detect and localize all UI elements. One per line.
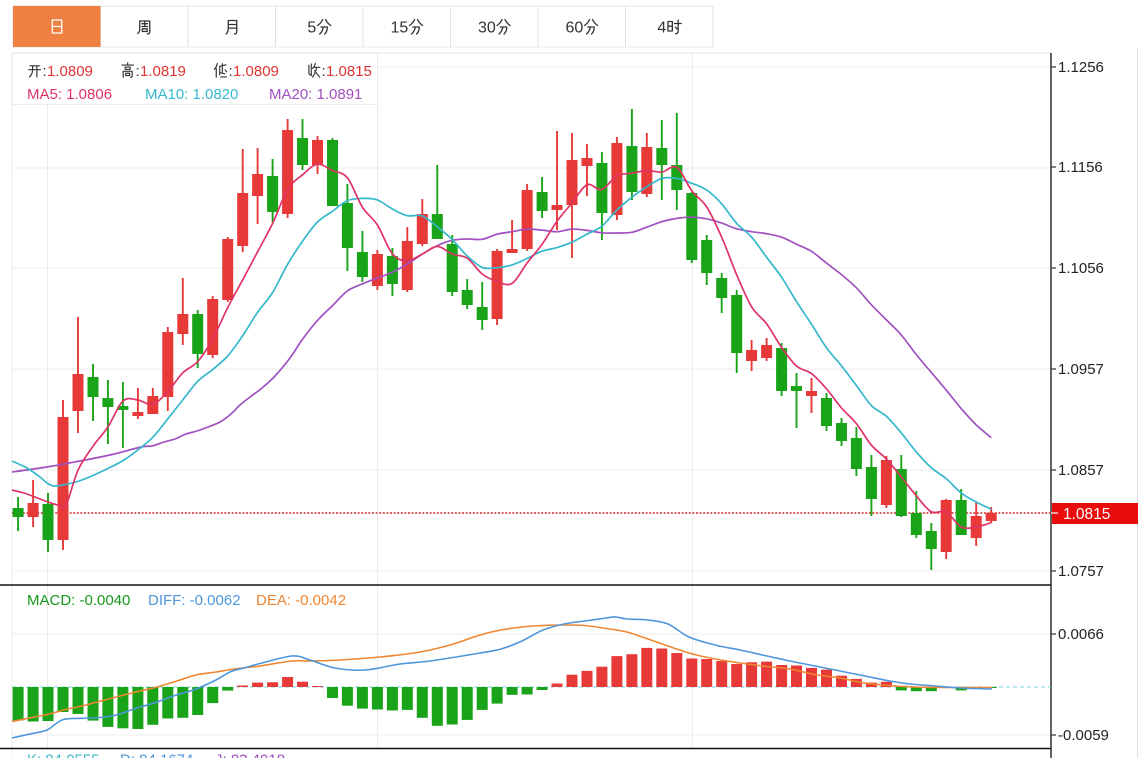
svg-text:MA10: 1.0820: MA10: 1.0820 <box>145 86 238 103</box>
svg-text:1.0809: 1.0809 <box>47 63 93 80</box>
svg-text:MA20: 1.0891: MA20: 1.0891 <box>269 86 362 103</box>
svg-text:1.0757: 1.0757 <box>1058 563 1104 580</box>
svg-text:D: 84.1674: D: 84.1674 <box>120 752 193 759</box>
svg-text:0.0066: 0.0066 <box>1058 626 1104 643</box>
svg-text:1.0809: 1.0809 <box>233 63 279 80</box>
svg-text:K: 84.0555: K: 84.0555 <box>27 752 100 759</box>
svg-text::: : <box>229 63 233 80</box>
svg-text:1.0815: 1.0815 <box>1063 506 1110 523</box>
svg-text:DEA: -0.0042: DEA: -0.0042 <box>256 592 346 609</box>
svg-text:30: 30 <box>478 20 496 37</box>
svg-text:1.1156: 1.1156 <box>1058 159 1103 176</box>
svg-text:5: 5 <box>307 20 316 37</box>
svg-text::: : <box>322 63 326 80</box>
svg-text:1.1256: 1.1256 <box>1058 59 1104 76</box>
svg-text::: : <box>136 63 140 80</box>
svg-text:15: 15 <box>390 20 408 37</box>
svg-text:60: 60 <box>565 20 583 37</box>
svg-text:1.1056: 1.1056 <box>1058 260 1104 277</box>
svg-text::: : <box>43 63 47 80</box>
svg-text:J: 83.4918: J: 83.4918 <box>215 752 285 759</box>
svg-text:DIFF: -0.0062: DIFF: -0.0062 <box>148 592 241 609</box>
svg-text:1.0857: 1.0857 <box>1058 462 1104 479</box>
svg-text:1.0957: 1.0957 <box>1058 361 1104 378</box>
svg-text:4: 4 <box>657 20 666 37</box>
svg-text:1.0819: 1.0819 <box>140 63 186 80</box>
svg-text:MACD: -0.0040: MACD: -0.0040 <box>27 592 130 609</box>
svg-text:MA5: 1.0806: MA5: 1.0806 <box>27 86 112 103</box>
svg-text:1.0815: 1.0815 <box>326 63 372 80</box>
svg-text:-0.0059: -0.0059 <box>1058 727 1109 744</box>
